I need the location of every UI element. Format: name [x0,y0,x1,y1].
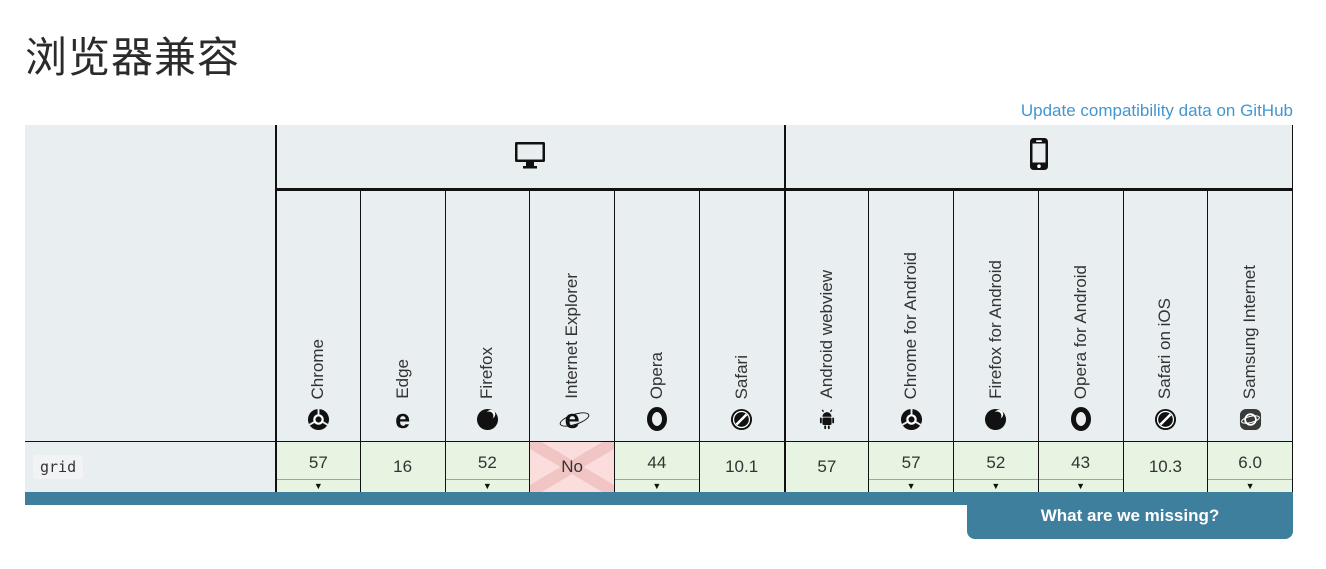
browser-name: Firefox [477,347,497,399]
desktop-icon [513,140,547,174]
browser-name: Samsung Internet [1240,264,1260,399]
browser-header-internet-explorer: Internet Explorer e [529,191,614,441]
support-cell-opera-android[interactable]: 43 ▼ [1037,441,1123,492]
chevron-down-icon: ▼ [1245,480,1255,491]
chevron-down-icon: ▼ [482,480,492,491]
browser-header-chrome-android: Chrome for Android [868,191,953,441]
expand-notes-strip[interactable]: ▼ [1208,479,1292,492]
expand-notes-strip[interactable]: ▼ [1038,479,1123,492]
link-row: Update compatibility data on GitHub [25,101,1293,121]
expand-notes-strip[interactable]: ▼ [869,479,953,492]
support-cell-chrome-android[interactable]: 57 ▼ [868,441,953,492]
support-cell-firefox-android[interactable]: 52 ▼ [953,441,1038,492]
support-value: 57 [308,453,328,472]
browser-header-android-webview: Android webview [783,191,869,441]
chevron-down-icon: ▼ [991,480,1001,491]
browser-header-chrome: Chrome [275,191,360,441]
browser-name: Chrome [308,338,328,399]
support-cell-opera[interactable]: 44 ▼ [614,441,699,492]
table-corner-cell [25,125,275,441]
browser-compat-table: Chrome Edge e Firefox [25,125,1293,492]
update-compat-data-link[interactable]: Update compatibility data on GitHub [1020,101,1293,120]
browser-header-firefox-android: Firefox for Android [953,191,1038,441]
support-cell-chrome[interactable]: 57 ▼ [275,441,360,492]
support-value: 16 [393,457,413,476]
support-value: 57 [817,457,837,476]
browser-name: Edge [392,359,412,399]
chevron-down-icon: ▼ [652,480,662,491]
firefox-icon [476,406,499,432]
expand-notes-strip[interactable]: ▼ [277,479,360,492]
browser-header-edge: Edge e [359,191,445,441]
chrome-icon [900,406,923,432]
browser-header-safari-ios: Safari on iOS [1122,191,1208,441]
support-cell-firefox[interactable]: 52 ▼ [444,441,530,492]
browser-name: Opera [646,351,666,399]
browser-name: Safari [731,354,751,399]
browser-name: Android webview [816,270,836,399]
browser-header-opera-android: Opera for Android [1037,191,1123,441]
what-are-we-missing-button[interactable]: What are we missing? [967,492,1293,539]
safari-icon [730,406,753,432]
support-value: 52 [477,453,497,472]
feature-code-label: grid [33,455,84,479]
support-cell-edge: 16 [359,441,445,492]
chevron-down-icon: ▼ [313,480,323,491]
browser-header-samsung-internet: Samsung Internet [1207,191,1292,441]
support-value: 6.0 [1238,453,1262,472]
android-icon [816,406,838,432]
support-cell-safari-ios: 10.3 [1122,441,1208,492]
browser-name: Safari on iOS [1155,297,1175,399]
expand-notes-strip[interactable]: ▼ [954,479,1038,492]
desktop-group-header [275,125,784,191]
edge-icon: e [395,403,411,434]
mobile-icon [1028,137,1050,176]
support-value: 57 [901,453,921,472]
browser-name: Chrome for Android [901,251,921,399]
feature-row-header: grid [25,441,275,492]
browser-header-safari: Safari [698,191,784,441]
support-value: 44 [647,453,667,472]
firefox-icon [984,406,1007,432]
chevron-down-icon: ▼ [906,480,916,491]
table-footer: What are we missing? [25,492,1293,552]
support-cell-samsung-internet[interactable]: 6.0 ▼ [1207,441,1292,492]
browser-name: Opera for Android [1070,264,1090,399]
support-value: 43 [1071,453,1091,472]
samsung-internet-icon [1239,406,1262,432]
opera-icon [1070,406,1091,432]
browser-name: Firefox for Android [985,260,1005,399]
chevron-down-icon: ▼ [1076,480,1086,491]
opera-icon [646,406,667,432]
support-value: No [561,457,583,476]
expand-notes-strip[interactable]: ▼ [445,479,530,492]
support-cell-safari: 10.1 [698,441,784,492]
support-value: 10.3 [1148,457,1182,476]
safari-icon [1154,406,1177,432]
support-value: 52 [986,453,1006,472]
support-cell-internet-explorer: No [529,441,614,492]
page-title: 浏览器兼容 [25,36,241,82]
browser-name: Internet Explorer [562,273,582,399]
support-cell-android-webview: 57 [783,441,869,492]
support-value: 10.1 [725,457,759,476]
internet-explorer-icon: e [557,405,591,432]
browser-header-opera: Opera [614,191,699,441]
expand-notes-strip[interactable]: ▼ [615,479,699,492]
chrome-icon [307,406,330,432]
browser-header-firefox: Firefox [444,191,530,441]
mobile-group-header [783,125,1292,191]
